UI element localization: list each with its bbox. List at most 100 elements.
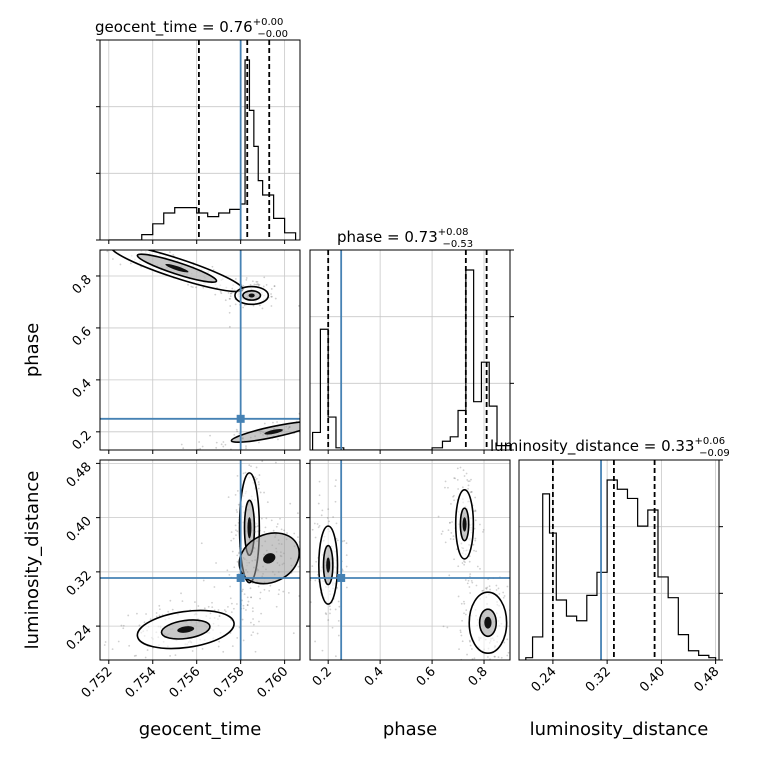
sample-point (473, 527, 476, 530)
sample-point (222, 445, 225, 448)
sample-point (237, 503, 240, 506)
sample-point (224, 610, 227, 613)
sample-point (230, 531, 233, 534)
sample-point (464, 613, 467, 616)
truth-marker (236, 414, 245, 423)
sample-point (230, 611, 233, 614)
sample-point (191, 286, 194, 289)
histogram-geocent_time (108, 59, 297, 240)
sample-point (172, 254, 175, 256)
sample-point (292, 632, 295, 635)
sample-point (311, 565, 314, 568)
panel-geocent_time-vs-phase: 0.20.40.60.8 (70, 249, 301, 454)
panel-geocent_time-hist (96, 39, 301, 244)
sample-point (249, 621, 252, 624)
sample-point (317, 502, 320, 505)
panel-content (310, 460, 510, 660)
sample-point (209, 612, 212, 615)
sample-point (341, 569, 344, 572)
sample-point (207, 605, 210, 608)
sample-point (314, 640, 316, 643)
sample-point (231, 550, 234, 553)
sample-point (328, 605, 331, 608)
sample-point (211, 265, 214, 268)
sample-point (263, 588, 266, 591)
sample-point (243, 593, 246, 595)
sample-point (103, 644, 106, 646)
sample-point (506, 585, 509, 588)
sample-point (446, 626, 449, 629)
sample-point (129, 262, 132, 265)
sample-point (461, 640, 464, 643)
sample-point (245, 609, 247, 611)
sample-point (229, 295, 232, 298)
sample-point (274, 297, 277, 300)
sample-point (149, 618, 152, 621)
sample-point (278, 589, 281, 591)
sample-point (256, 632, 259, 635)
sample-point (199, 447, 202, 450)
sample-point (257, 284, 260, 287)
sample-point (245, 277, 248, 279)
sample-point (268, 590, 271, 592)
sample-point (296, 512, 299, 515)
sample-point (293, 532, 296, 535)
sample-point (243, 304, 246, 307)
sample-point (452, 495, 454, 498)
sample-point (238, 552, 240, 555)
sample-point (465, 472, 468, 475)
sample-point (251, 280, 254, 283)
sample-point (332, 516, 335, 518)
sample-point (470, 579, 473, 582)
sample-point (335, 537, 338, 540)
sample-point (197, 605, 200, 607)
sample-point (453, 499, 455, 502)
sample-point (466, 653, 468, 656)
sample-point (334, 485, 337, 488)
panel-phase-hist (309, 249, 514, 454)
sample-point (200, 542, 203, 545)
contour-core (264, 429, 283, 435)
sample-point (238, 551, 240, 554)
sample-point (229, 585, 232, 588)
sample-point (314, 579, 317, 582)
sample-point (327, 508, 330, 510)
sample-point (479, 567, 481, 570)
sample-point (236, 430, 239, 433)
sample-point (275, 525, 278, 528)
sample-point (502, 596, 505, 599)
sample-point (260, 517, 263, 520)
sample-point (275, 605, 278, 608)
xlabel-luminosity_distance: luminosity_distance (530, 719, 709, 740)
sample-point (263, 491, 265, 494)
sample-point (467, 579, 470, 582)
sample-point (277, 593, 280, 596)
sample-point (198, 441, 201, 443)
sample-point (261, 307, 264, 310)
sample-point (341, 540, 344, 543)
sample-point (242, 607, 245, 610)
sample-point (474, 537, 477, 540)
sample-point (453, 477, 456, 479)
sample-point (169, 599, 172, 602)
sample-point (223, 609, 226, 611)
sample-point (324, 612, 327, 615)
sample-point (311, 528, 314, 531)
sample-point (211, 601, 213, 604)
sample-point (461, 562, 464, 564)
sample-point (506, 654, 509, 657)
sample-point (469, 644, 472, 647)
sample-point (245, 278, 248, 281)
sample-point (329, 608, 332, 611)
sample-point (453, 494, 455, 497)
sample-point (321, 509, 324, 512)
sample-point (169, 655, 171, 657)
sample-point (325, 613, 328, 616)
sample-point (232, 607, 235, 610)
sample-point (486, 586, 489, 589)
sample-point (497, 656, 500, 659)
sample-point (229, 292, 232, 295)
sample-point (286, 532, 288, 534)
sample-point (111, 648, 114, 651)
sample-point (335, 522, 338, 525)
